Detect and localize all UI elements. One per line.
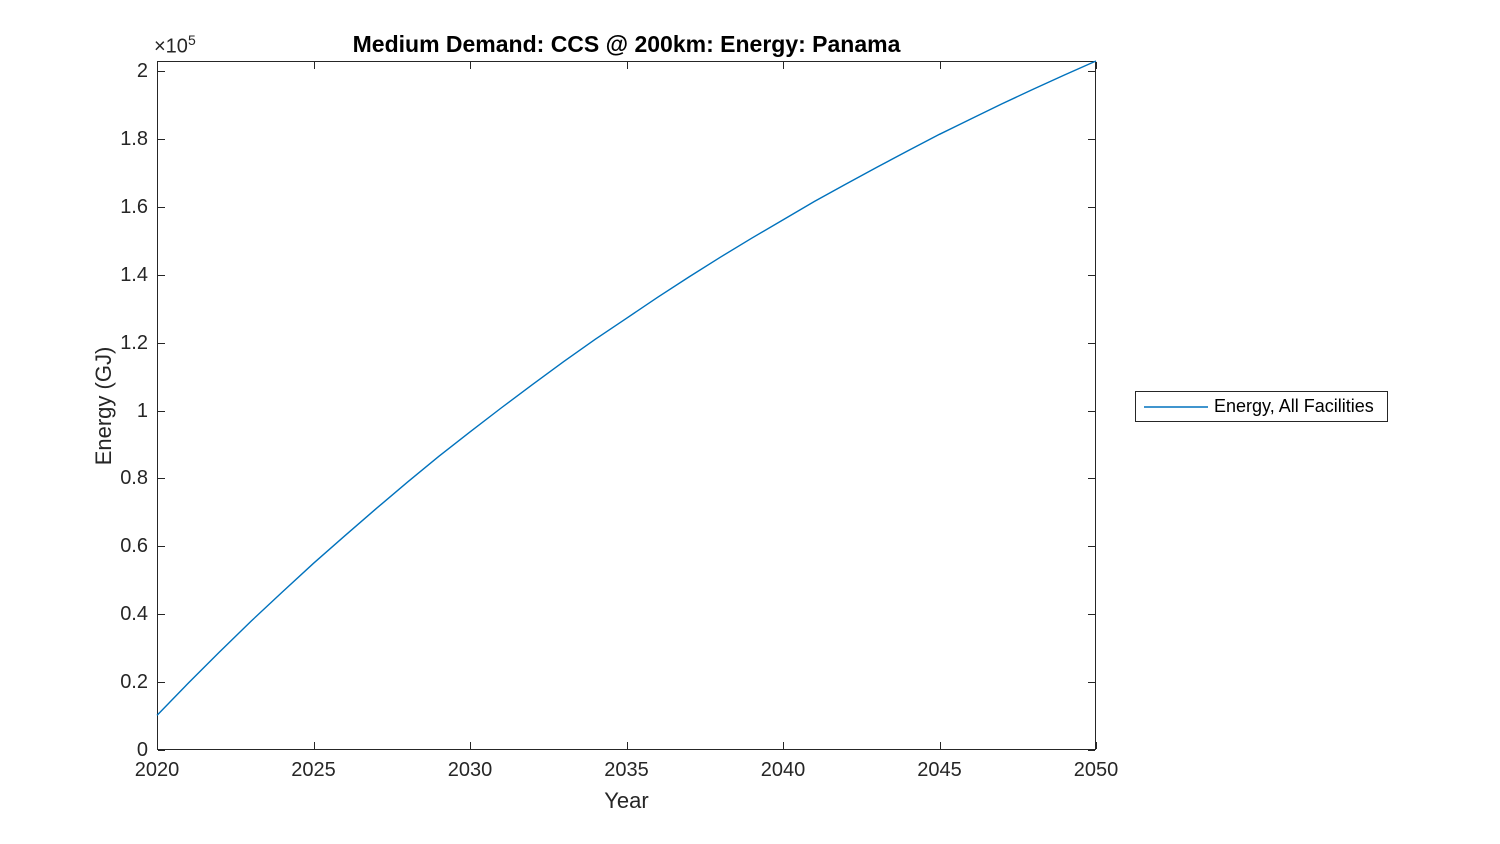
legend: Energy, All Facilities: [1135, 391, 1388, 422]
y-tick-label: 1.4: [120, 263, 148, 286]
y-tick-label: 0.8: [120, 467, 148, 490]
y-tick-label: 0.2: [120, 671, 148, 694]
y-tick-label: 1.2: [120, 331, 148, 354]
series-line: [156, 60, 1097, 716]
x-tick-label: 2030: [447, 759, 493, 781]
plot-area: [156, 60, 1097, 751]
x-tick-label: 2020: [134, 759, 180, 781]
y-axis-tick-labels: 0 0.2 0.4 0.6 0.8 1 1.2 1.4 1.6 1.8 2: [0, 60, 148, 761]
y-tick-label: 0.6: [120, 535, 148, 558]
y-axis-exponent-power: 5: [187, 32, 196, 48]
x-axis-tick-labels: 2020 2025 2030 2035 2040 2045 2050: [135, 759, 1119, 783]
chart-title: Medium Demand: CCS @ 200km: Energy: Pana…: [352, 31, 901, 57]
legend-label: Energy, All Facilities: [1214, 396, 1374, 416]
x-axis-label: Year: [604, 788, 649, 813]
y-tick-label: 1.6: [120, 195, 148, 218]
y-tick-label: 2: [136, 60, 148, 83]
x-tick-label: 2050: [1073, 759, 1119, 781]
legend-line-sample-icon: [1144, 405, 1208, 408]
x-tick-label: 2035: [604, 759, 649, 781]
y-axis-exponent-base: ×10: [154, 35, 188, 58]
x-tick-label: 2045: [917, 759, 962, 781]
y-tick-label: 0.4: [120, 603, 148, 626]
y-axis-exponent: ×105: [154, 32, 196, 59]
x-tick-label: 2040: [760, 759, 806, 781]
y-tick-label: 0: [136, 739, 148, 761]
axes-box: [157, 61, 1096, 750]
y-axis-label: Energy (GJ): [91, 346, 116, 466]
y-tick-label: 1.8: [120, 128, 148, 151]
y-tick-label: 1: [136, 399, 148, 422]
x-tick-label: 2025: [291, 759, 336, 781]
